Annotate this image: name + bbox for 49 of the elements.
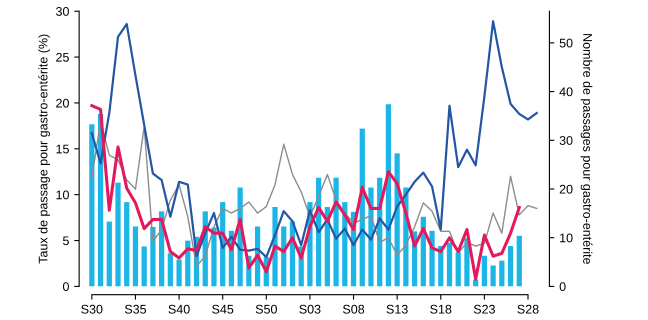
y-tick-label: 15 — [56, 144, 69, 154]
line-series — [90, 104, 521, 281]
bar — [516, 236, 522, 286]
bar — [456, 252, 461, 286]
y2-axis-title: Nombre de passages pour gastro-entérite — [580, 34, 592, 264]
y-tick-label: 0 — [62, 282, 69, 292]
y2-tick-label: 30 — [560, 136, 573, 145]
x-tick-label: S40 — [168, 304, 190, 314]
x-tick-label: S30 — [81, 304, 102, 314]
bar — [89, 124, 94, 286]
y2-tick-label: 0 — [560, 282, 566, 292]
line-series — [90, 20, 538, 258]
bar — [420, 216, 426, 286]
bar — [281, 226, 286, 286]
bar — [473, 280, 478, 286]
x-tick-label: S13 — [386, 304, 408, 314]
x-tick-label: S45 — [212, 304, 234, 314]
bar — [132, 226, 138, 286]
y-tick-label: 25 — [56, 52, 69, 62]
bar — [482, 256, 487, 286]
y-tick-label: 30 — [56, 7, 69, 16]
bar — [115, 182, 121, 286]
x-tick-label: S28 — [517, 304, 539, 314]
x-tick-label: S08 — [342, 304, 364, 314]
y2-tick-label: 50 — [560, 38, 573, 48]
x-tick-label: S35 — [124, 304, 146, 314]
y-axis-title: Taux de passage pour gastro-entérite (%) — [38, 34, 50, 264]
bar — [185, 240, 190, 286]
y-tick-label: 20 — [56, 98, 69, 108]
y-tick-label: 5 — [62, 236, 69, 246]
x-tick-label: S23 — [474, 304, 495, 314]
y-tick-label: 10 — [56, 190, 69, 200]
x-tick-label: S50 — [256, 304, 277, 314]
bar — [176, 260, 182, 286]
bar — [124, 202, 130, 286]
y2-tick-label: 10 — [560, 233, 573, 242]
bar — [508, 246, 514, 286]
x-tick-label: S18 — [430, 304, 452, 314]
bar — [360, 128, 365, 286]
x-tick-label: S03 — [299, 304, 320, 314]
y2-tick-label: 40 — [559, 87, 573, 96]
bar — [446, 242, 452, 286]
bar — [168, 253, 173, 286]
bar — [142, 246, 147, 286]
bar — [490, 265, 496, 286]
bar — [499, 260, 504, 286]
bar — [106, 222, 112, 286]
line-series — [91, 120, 538, 267]
y2-tick-label: 20 — [560, 184, 573, 194]
